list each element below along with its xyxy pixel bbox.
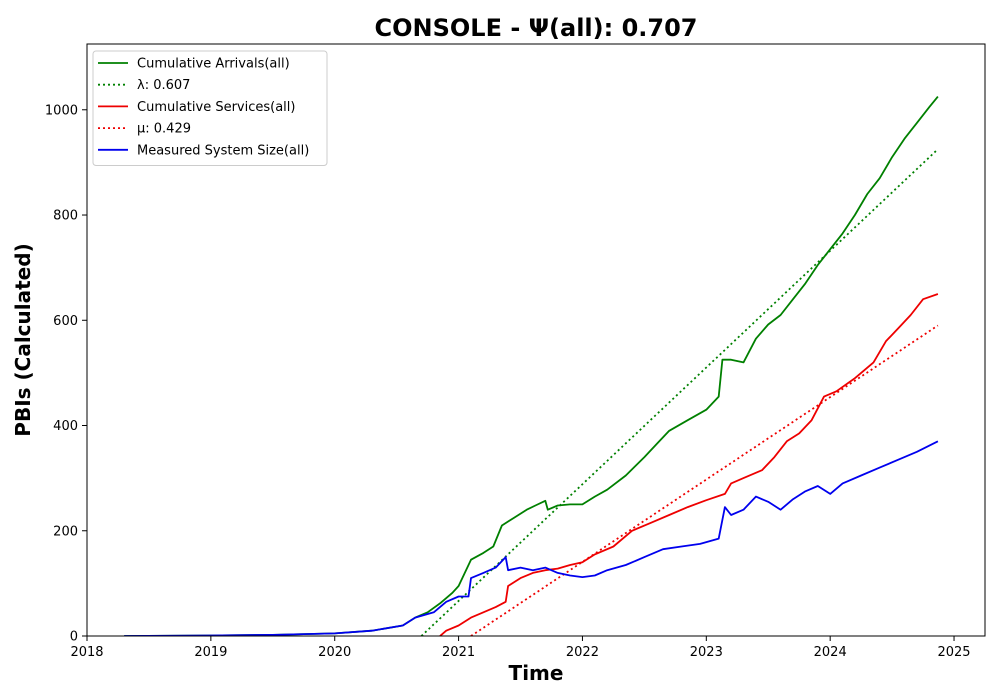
series-line-0 xyxy=(124,96,939,636)
legend-entry-0: Cumulative Arrivals(all) xyxy=(137,57,290,72)
axis-ticks: 2018 2019 2020 2021 2022 2023 2024 2025 0 200 400 6… xyxy=(45,103,971,660)
series-line-2 xyxy=(439,293,939,636)
chart-title: CONSOLE - Ψ(all): 0.707 xyxy=(375,14,698,42)
y-tick-label-3: 600 xyxy=(53,314,78,329)
legend-entry-1: λ: 0.607 xyxy=(137,78,190,93)
legend-box xyxy=(92,50,328,166)
axes-frame xyxy=(86,43,986,637)
x-tick-label-0: 2018 xyxy=(70,645,103,660)
series-line-1 xyxy=(420,148,939,636)
y-axis-label: PBIs (Calculated) xyxy=(11,243,35,436)
x-tick-label-6: 2024 xyxy=(814,645,847,660)
series-line-4 xyxy=(124,440,939,636)
y-tick-label-0: 0 xyxy=(70,630,78,645)
y-tick-label-2: 400 xyxy=(53,419,78,434)
plot-area xyxy=(124,96,939,636)
legend-entry-4: Measured System Size(all) xyxy=(137,143,309,158)
x-axis-label: Time xyxy=(509,661,564,685)
y-tick-label-5: 1000 xyxy=(45,103,78,118)
series-line-3 xyxy=(470,324,939,636)
legend-entry-2: Cumulative Services(all) xyxy=(137,100,295,115)
x-tick-label-1: 2019 xyxy=(194,645,227,660)
legend: Cumulative Arrivals(all) λ: 0.607 Cumulati… xyxy=(92,50,328,166)
y-tick-label-4: 800 xyxy=(53,209,78,224)
y-tick-label-1: 200 xyxy=(53,524,78,539)
legend-entry-3: μ: 0.429 xyxy=(137,122,191,137)
x-tick-label-2: 2020 xyxy=(318,645,351,660)
x-tick-label-3: 2021 xyxy=(442,645,475,660)
x-tick-label-5: 2023 xyxy=(690,645,723,660)
x-tick-label-4: 2022 xyxy=(566,645,599,660)
x-tick-label-7: 2025 xyxy=(937,645,970,660)
